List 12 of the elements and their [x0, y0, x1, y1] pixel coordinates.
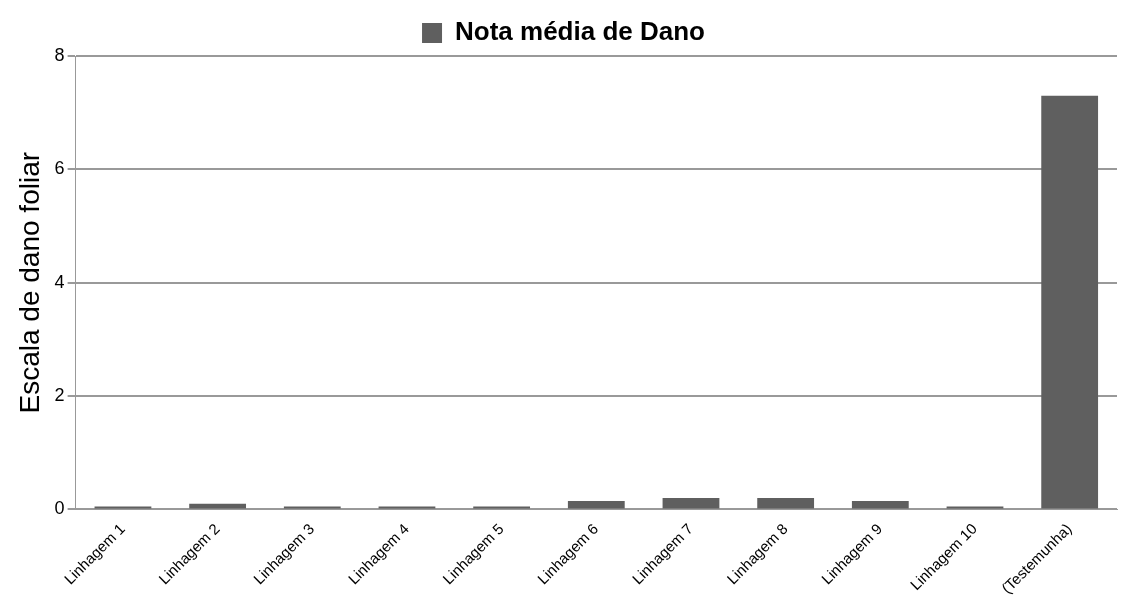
bar	[662, 498, 720, 509]
y-tick-label: 2	[54, 385, 65, 406]
bar	[567, 500, 625, 509]
legend-label: Nota média de Dano	[455, 16, 705, 47]
y-tick-label: 8	[54, 44, 65, 65]
y-tick-label: 0	[54, 498, 65, 519]
bar	[757, 498, 815, 509]
bar	[851, 500, 909, 509]
bar	[1041, 95, 1099, 509]
y-tick-label: 4	[54, 271, 65, 292]
y-tick-label: 6	[54, 158, 65, 179]
y-axis-title: Escala de dano foliar	[13, 151, 45, 414]
